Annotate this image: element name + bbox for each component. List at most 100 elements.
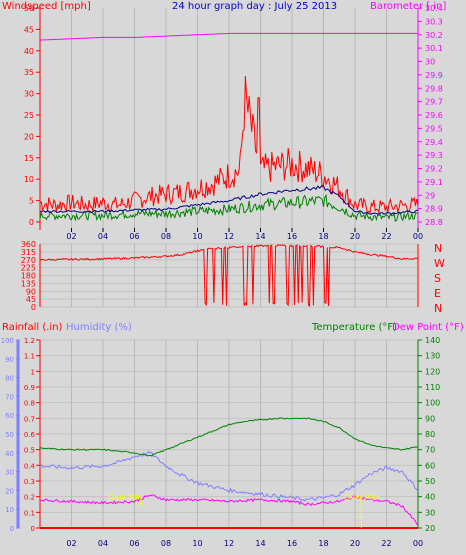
bottom-x-tick-label: 10 [192,539,202,548]
compass-label: N [434,302,442,315]
wind-gust-line [39,75,419,215]
windspeed-tick-label: 50 [24,4,34,13]
windspeed-tick-label: 15 [24,154,34,163]
dew-min-label: Dew Min [108,493,142,502]
wind-direction-line [39,243,419,307]
humidity-ticks: 0 10 20 30 40 50 60 70 80 90 100 [1,337,20,533]
top-x-tick-label: 12 [224,232,234,241]
humidity-tick-label: 0 [10,525,14,533]
temperature-ticks: 20 30 40 50 60 70 80 90 100 110 120 130 140 [418,336,440,533]
rainfall-tick-label: 0.5 [24,447,35,455]
temperature-tick-label: 30 [425,508,435,517]
top-x-tick-label: 00 [413,232,423,241]
dewpoint-axis-label: Dew Point (°F) [392,322,464,333]
windspeed-tick-label: 35 [24,68,34,77]
top-series [39,32,419,222]
temperature-tick-label: 90 [425,414,435,423]
barometer-line [39,32,418,41]
temperature-tick-label: 80 [425,430,435,439]
bottom-panel: 0 0.1 0.2 0.3 0.4 0.5 0.6 0.7 0.8 0.9 1 1.1 1.2 0 10 2… [1,322,464,548]
bottom-series [39,417,419,529]
bottom-x-tick-label: 06 [129,539,139,548]
barometer-tick-label: 30.4 [425,4,443,13]
humidity-tick-label: 60 [5,412,14,420]
temperature-tick-label: 50 [425,477,435,486]
top-x-tick-label: 20 [350,232,360,241]
barometer-tick-label: 29.8 [425,84,443,93]
barometer-tick-label: 29.1 [425,178,443,187]
humidity-tick-label: 100 [1,337,14,345]
top-x-tick-label: 16 [287,232,297,241]
humidity-tick-label: 80 [5,375,14,383]
barometer-tick-label: 29 [425,191,435,200]
humidity-tick-label: 70 [5,393,14,401]
barometer-tick-label: 30.2 [425,31,443,40]
temperature-tick-label: 100 [425,399,440,408]
humidity-tick-label: 10 [5,506,14,514]
bottom-x-tick-label: 00 [413,539,423,548]
windspeed-tick-label: 10 [24,175,34,184]
barometer-axis-label: Barometer [ in] [370,1,446,12]
rainfall-tick-label: 0 [31,525,35,533]
compass-label: S [434,272,441,285]
chart-title: 24 hour graph day : July 25 2013 [172,1,337,12]
temperature-tick-label: 140 [425,336,440,345]
bottom-x-tick-label: 04 [98,539,108,548]
top-x-tick-label: 06 [129,232,139,241]
barometer-tick-label: 29.5 [425,124,443,133]
bottom-x-tick-label: 12 [224,539,234,548]
dew-max-label: Dew Max [344,493,381,502]
humidity-tick-label: 30 [5,469,14,477]
temperature-line [39,417,419,457]
top-x-tick-label: 04 [98,232,108,241]
barometer-tick-label: 29.9 [425,71,443,80]
barometer-tick-label: 29.3 [425,151,443,160]
barometer-tick-label: 29.4 [425,138,443,147]
direction-gridlines [40,243,419,308]
barometer-tick-label: 28.9 [425,205,443,214]
barometer-tick-label: 30.3 [425,17,443,26]
rainfall-tick-label: 0.8 [24,400,35,408]
direction-series [39,243,419,307]
direction-tick-label: 225 [21,264,36,273]
barometer-tick-label: 29.2 [425,165,443,174]
rainfall-tick-label: 0.4 [24,462,36,470]
rainfall-tick-label: 1.2 [24,337,35,345]
humidity-tick-label: 50 [5,431,14,439]
bottom-x-tick-label: 02 [66,539,76,548]
bottom-x-ticks: 02 04 06 08 10 12 14 16 18 20 22 00 [66,539,423,548]
humidity-tick-label: 20 [5,487,14,495]
bottom-x-tick-label: 16 [287,539,297,548]
windspeed-tick-label: 5 [29,197,34,206]
top-x-tick-label: 08 [161,232,171,241]
bottom-x-tick-label: 14 [255,539,265,548]
compass-label: E [434,287,441,300]
windspeed-tick-label: 30 [24,90,34,99]
temperature-tick-label: 130 [425,352,440,361]
direction-tick-label: 135 [21,279,36,288]
direction-tick-label: 315 [21,248,36,257]
temperature-tick-label: 20 [425,524,435,533]
temperature-tick-label: 40 [425,493,435,502]
rainfall-tick-label: 1.1 [24,353,35,361]
direction-tick-label: 180 [21,272,36,281]
bottom-x-tick-label: 20 [350,539,360,548]
windspeed-ticks: 0 5 10 15 20 25 30 35 40 45 50 [24,4,40,227]
bottom-x-tick-label: 08 [161,539,171,548]
direction-tick-label: 360 [21,240,36,249]
wind-avg-line [39,185,418,215]
barometer-tick-label: 30.1 [425,44,443,53]
humidity-tick-label: 40 [5,450,14,458]
top-x-tick-label: 14 [255,232,265,241]
direction-tick-label: 270 [21,256,36,265]
direction-tick-label: 90 [26,287,36,296]
rainfall-tick-label: 0.1 [24,509,35,517]
bottom-x-tick-label: 22 [381,539,391,548]
top-x-tick-label: 22 [381,232,391,241]
wind-low-line [39,193,419,222]
barometer-tick-label: 30 [425,58,435,67]
barometer-tick-label: 28.8 [425,218,443,227]
temperature-tick-label: 120 [425,367,440,376]
